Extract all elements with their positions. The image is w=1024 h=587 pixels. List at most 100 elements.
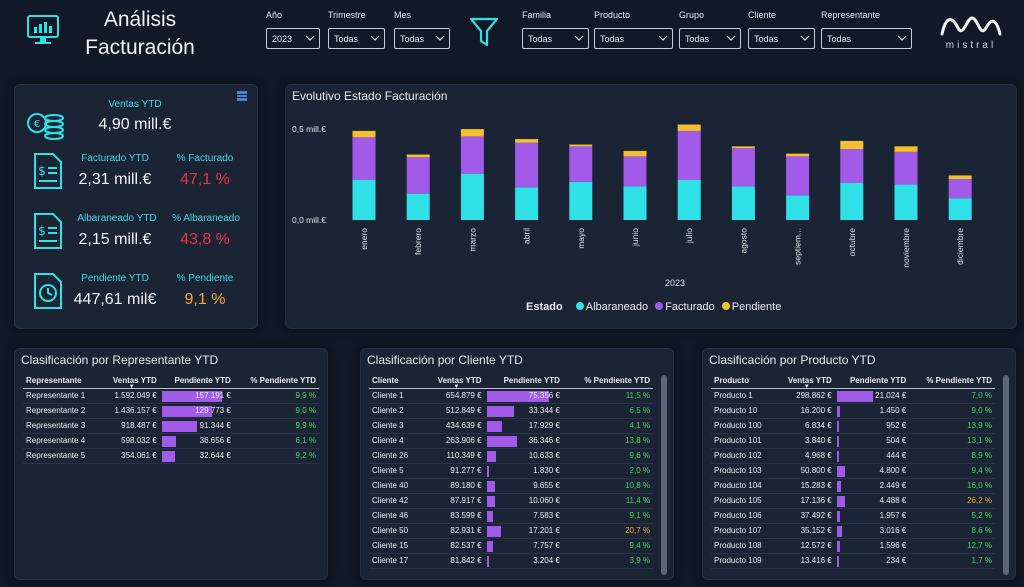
cell-name: Representante 1 (23, 388, 101, 404)
bar-albaraneado[interactable] (948, 198, 972, 220)
table-row[interactable]: Representante 3 918.487 € 91.344 €9,9 % (23, 418, 319, 434)
scrollbar[interactable] (1003, 375, 1009, 575)
column-header[interactable]: Cliente (369, 373, 422, 389)
legend-item-albaraneado[interactable]: Albaraneado (585, 301, 649, 313)
filter-representante[interactable]: Representante Todas (821, 10, 912, 49)
bar-albaraneado[interactable] (894, 184, 918, 220)
filter-icon[interactable] (469, 16, 499, 48)
legend-item-pendiente[interactable]: Pendiente (731, 301, 782, 313)
bar-facturado[interactable] (731, 148, 755, 187)
bar-facturado[interactable] (840, 149, 864, 183)
table-row[interactable]: Representante 4 598.032 € 36.656 €6,1 % (23, 433, 319, 449)
table-row[interactable]: Producto 106 37.492 € 1.957 €5,2 % (711, 508, 995, 524)
column-header[interactable]: % Pendiente YTD (562, 373, 653, 389)
table-row[interactable]: Producto 105 17.136 € 4.488 €26,2 % (711, 493, 995, 509)
bar-albaraneado[interactable] (460, 173, 484, 220)
data-bar (486, 390, 549, 402)
column-header[interactable]: Pendiente YTD (834, 373, 910, 389)
bar-facturado[interactable] (786, 156, 810, 196)
bar-pendiente[interactable] (731, 146, 755, 149)
data-bar (836, 420, 839, 432)
table-row[interactable]: Cliente 1 654.879 € 75.356 €11,5 % (369, 388, 653, 404)
table-row[interactable]: Representante 2 1.436.157 € 129.773 €9,0 % (23, 403, 319, 419)
bar-facturado[interactable] (948, 179, 972, 199)
column-header-sorted[interactable]: Ventas YTD ▼ (775, 373, 835, 390)
table-row[interactable]: Cliente 42 87.917 € 10.060 €11,4 % (369, 493, 653, 509)
bar-albaraneado[interactable] (677, 180, 701, 220)
bar-pendiente[interactable] (894, 146, 918, 152)
filter-producto[interactable]: Producto Todas (594, 10, 673, 49)
bar-pendiente[interactable] (623, 150, 647, 157)
y-tick-label: 0,0 mill.€ (292, 215, 326, 225)
bar-pendiente[interactable] (406, 154, 430, 158)
table-row[interactable]: Representante 1 1.592.049 € 157.191 €9,9 % (23, 388, 319, 404)
column-header[interactable]: Pendiente YTD (159, 373, 234, 389)
legend-item-facturado[interactable]: Facturado (665, 301, 715, 313)
bar-facturado[interactable] (352, 137, 376, 180)
column-header-sorted[interactable]: Ventas YTD ▼ (421, 373, 485, 390)
table-row[interactable]: Cliente 2 512.849 € 33.344 €6,5 % (369, 403, 653, 419)
table-view-icon[interactable] (237, 91, 247, 101)
bar-pendiente[interactable] (460, 129, 484, 137)
bar-albaraneado[interactable] (569, 181, 593, 220)
filter-cliente[interactable]: Cliente Todas (748, 10, 815, 49)
filter-mes[interactable]: Mes Todas (394, 10, 450, 49)
filter-familia[interactable]: Familia Todas (522, 10, 589, 49)
bar-facturado[interactable] (894, 151, 918, 185)
bar-facturado[interactable] (406, 157, 430, 194)
table-row[interactable]: Cliente 3 434.639 € 17.929 €4,1 % (369, 418, 653, 434)
scrollbar[interactable] (661, 375, 667, 575)
cell-name: Producto 102 (711, 448, 776, 464)
bar-facturado[interactable] (677, 130, 701, 180)
bar-facturado[interactable] (515, 142, 539, 188)
column-header[interactable]: Representante (23, 373, 101, 389)
bar-albaraneado[interactable] (515, 187, 539, 220)
table-row[interactable]: Producto 1 298.862 € 21.024 €7,0 % (711, 388, 995, 404)
table-row[interactable]: Cliente 46 83.599 € 7.583 €9,1 % (369, 508, 653, 524)
table-row[interactable]: Cliente 26 110.349 € 10.633 €9,6 % (369, 448, 653, 464)
column-header[interactable]: Pendiente YTD (484, 373, 563, 389)
bar-pendiente[interactable] (677, 124, 701, 131)
table-row[interactable]: Cliente 17 81.842 € 3.204 €3,9 % (369, 553, 653, 569)
table-row[interactable]: Producto 10 16.200 € 1.450 €9,0 % (711, 403, 995, 419)
bar-albaraneado[interactable] (352, 180, 376, 220)
data-bar (486, 435, 517, 447)
bar-pendiente[interactable] (948, 175, 972, 180)
filter-trimestre[interactable]: Trimestre Todas (328, 10, 385, 49)
filter-ano[interactable]: Año 2023 (266, 10, 320, 49)
bar-albaraneado[interactable] (623, 186, 647, 220)
bar-albaraneado[interactable] (406, 193, 430, 220)
cell-ventas: 16.200 € (775, 403, 835, 419)
column-header[interactable]: Producto (711, 373, 776, 389)
column-header-sorted[interactable]: Ventas YTD ▼ (100, 373, 160, 390)
table-row[interactable]: Producto 100 6.834 € 952 €13,9 % (711, 418, 995, 434)
bar-pendiente[interactable] (786, 153, 810, 157)
column-header[interactable]: % Pendiente YTD (233, 373, 319, 389)
table-row[interactable]: Producto 109 13.416 € 234 €1,7 % (711, 553, 995, 569)
table-row[interactable]: Cliente 15 82.537 € 7.757 €9,4 % (369, 538, 653, 554)
chevron-down-icon (370, 35, 380, 41)
bar-albaraneado[interactable] (786, 195, 810, 220)
table-row[interactable]: Cliente 4 263.906 € 36.346 €13,8 % (369, 433, 653, 449)
table-row[interactable]: Producto 107 35.152 € 3.016 €8,6 % (711, 523, 995, 539)
table-row[interactable]: Producto 108 12.572 € 1.596 €12,7 % (711, 538, 995, 554)
bar-pendiente[interactable] (840, 140, 864, 150)
bar-pendiente[interactable] (352, 130, 376, 138)
table-row[interactable]: Cliente 40 89.180 € 9.655 €10,8 % (369, 478, 653, 494)
bar-pendiente[interactable] (515, 139, 539, 143)
bar-facturado[interactable] (460, 136, 484, 174)
bar-facturado[interactable] (569, 146, 593, 182)
bar-albaraneado[interactable] (840, 182, 864, 220)
table-row[interactable]: Producto 104 15.283 € 2.449 €16,0 % (711, 478, 995, 494)
bar-facturado[interactable] (623, 156, 647, 187)
bar-pendiente[interactable] (569, 144, 593, 147)
table-row[interactable]: Producto 101 3.840 € 504 €13,1 % (711, 433, 995, 449)
table-row[interactable]: Cliente 5 91.277 € 1.830 €2,0 % (369, 463, 653, 479)
table-row[interactable]: Representante 5 354.061 € 32.644 €9,2 % (23, 448, 319, 464)
filter-grupo[interactable]: Grupo Todas (679, 10, 741, 49)
column-header[interactable]: % Pendiente YTD (909, 373, 995, 389)
table-row[interactable]: Producto 103 50.800 € 4.800 €9,4 % (711, 463, 995, 479)
bar-albaraneado[interactable] (731, 186, 755, 220)
table-row[interactable]: Producto 102 4.968 € 444 €8,9 % (711, 448, 995, 464)
table-row[interactable]: Cliente 50 82.931 € 17.201 €20,7 % (369, 523, 653, 539)
